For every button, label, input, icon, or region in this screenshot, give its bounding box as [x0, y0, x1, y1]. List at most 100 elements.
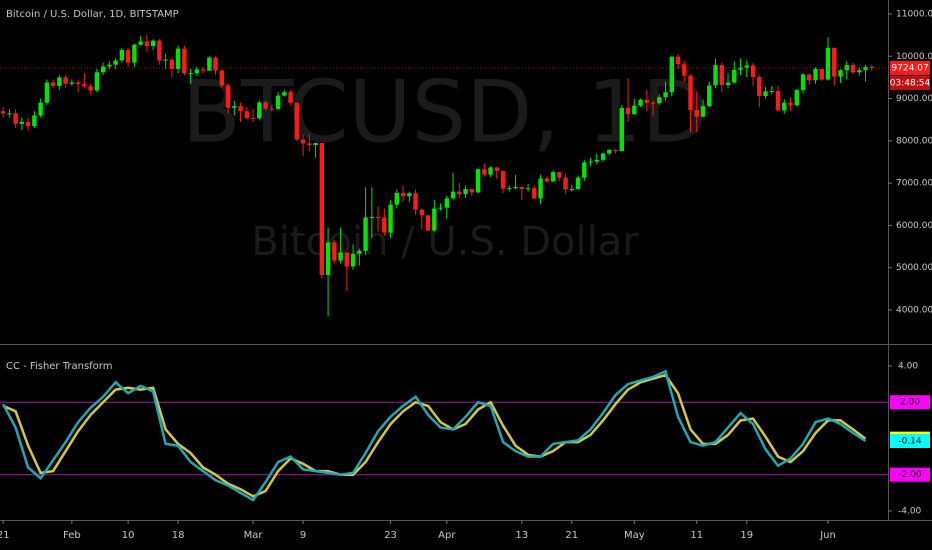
candle-body: [338, 252, 343, 261]
candle-body: [494, 167, 500, 171]
candle-body: [38, 102, 43, 116]
candle-body: [675, 56, 681, 65]
candle-body: [507, 188, 512, 190]
candle-body: [444, 198, 450, 208]
candle-body: [688, 75, 693, 110]
candle-body: [594, 159, 599, 162]
candle-body: [94, 72, 100, 91]
candle-body: [563, 177, 568, 190]
candle-body: [519, 186, 525, 190]
candle-body: [469, 189, 475, 193]
candle-body: [125, 49, 131, 63]
candle-body: [600, 153, 606, 160]
candle-body: [269, 108, 275, 110]
candle-body: [775, 90, 781, 111]
candle-body: [169, 59, 175, 69]
candle-body: [300, 139, 306, 144]
candle-body: [88, 86, 93, 91]
y-tick-label: 7000.00: [896, 179, 932, 189]
y-tick-label: -4.00: [898, 506, 922, 516]
candle-body: [682, 64, 687, 76]
candle-body: [407, 193, 412, 197]
candle-body: [375, 216, 381, 218]
candle-body: [307, 143, 312, 146]
y-tick-label: 5000.00: [896, 263, 932, 273]
candle-body: [363, 217, 368, 251]
candle-body: [75, 82, 81, 85]
candle-body: [344, 252, 350, 267]
candle-body: [69, 82, 75, 84]
candle-body: [200, 69, 206, 71]
candle-body: [794, 90, 799, 106]
candle-body: [413, 193, 418, 210]
x-tick-label: 18: [172, 530, 185, 541]
candle-body: [119, 49, 125, 61]
candle-body: [763, 91, 768, 97]
candle-body: [388, 204, 393, 233]
candle-body: [7, 113, 12, 115]
candle-body: [163, 59, 168, 61]
chart-title: Bitcoin / U.S. Dollar, 1D, BITSTAMP: [6, 9, 179, 20]
candle-body: [738, 67, 743, 70]
candle-body: [700, 106, 706, 117]
candle-body: [63, 77, 68, 84]
candle-body: [657, 97, 662, 104]
candle-body: [588, 161, 593, 163]
candle-body: [0, 111, 6, 114]
y-tick-label: 11000.00: [896, 9, 932, 19]
indicator-value-label: -0.14: [898, 437, 922, 447]
candle-body: [157, 40, 162, 61]
candle-body: [638, 99, 643, 106]
candle-body: [788, 102, 793, 106]
candle-body: [569, 189, 574, 191]
candle-body: [294, 102, 300, 140]
candle-body: [513, 186, 518, 189]
y-tick-label: 9000.00: [896, 94, 932, 104]
candle-body: [488, 167, 493, 175]
candle-body: [782, 102, 787, 111]
candle-body: [288, 92, 293, 103]
candle-body: [869, 66, 874, 68]
candle-body: [32, 115, 37, 127]
level-label-bg: [890, 467, 930, 482]
candle-body: [482, 169, 487, 175]
candle-body: [744, 65, 749, 68]
x-tick-label: 11: [690, 530, 703, 541]
countdown: 03:48:54: [890, 78, 931, 88]
candle-body: [325, 242, 331, 275]
candle-body: [750, 65, 756, 77]
candle-body: [807, 74, 812, 81]
candle-body: [13, 113, 18, 124]
candle-body: [250, 117, 256, 119]
candle-body: [463, 189, 468, 195]
indicator-value-label-bg: [890, 434, 930, 449]
last-price-label-bg: [890, 60, 930, 75]
candle-body: [382, 217, 387, 233]
candle-body: [238, 106, 243, 112]
x-tick-label: 13: [515, 530, 528, 541]
candle-body: [188, 73, 193, 75]
candle-body: [19, 121, 25, 124]
candle-body: [369, 216, 375, 218]
x-tick-label: 19: [740, 530, 753, 541]
candle-body: [819, 68, 824, 80]
candle-body: [100, 66, 106, 73]
candle-body: [57, 77, 62, 86]
candle-body: [669, 56, 674, 93]
candle-body: [332, 242, 337, 261]
candle-body: [525, 188, 531, 190]
x-tick-label: Jun: [819, 530, 836, 541]
candle-body: [25, 121, 31, 127]
candle-body: [719, 65, 724, 86]
candle-body: [613, 149, 618, 151]
y-tick-label: 4.00: [898, 362, 918, 372]
candle-body: [319, 142, 325, 275]
candle-body: [194, 69, 200, 74]
candle-body: [357, 250, 362, 254]
candle-body: [175, 48, 181, 69]
candle-body: [832, 47, 837, 77]
candle-body: [50, 82, 56, 86]
last-price-label: 9724.07: [891, 63, 928, 73]
